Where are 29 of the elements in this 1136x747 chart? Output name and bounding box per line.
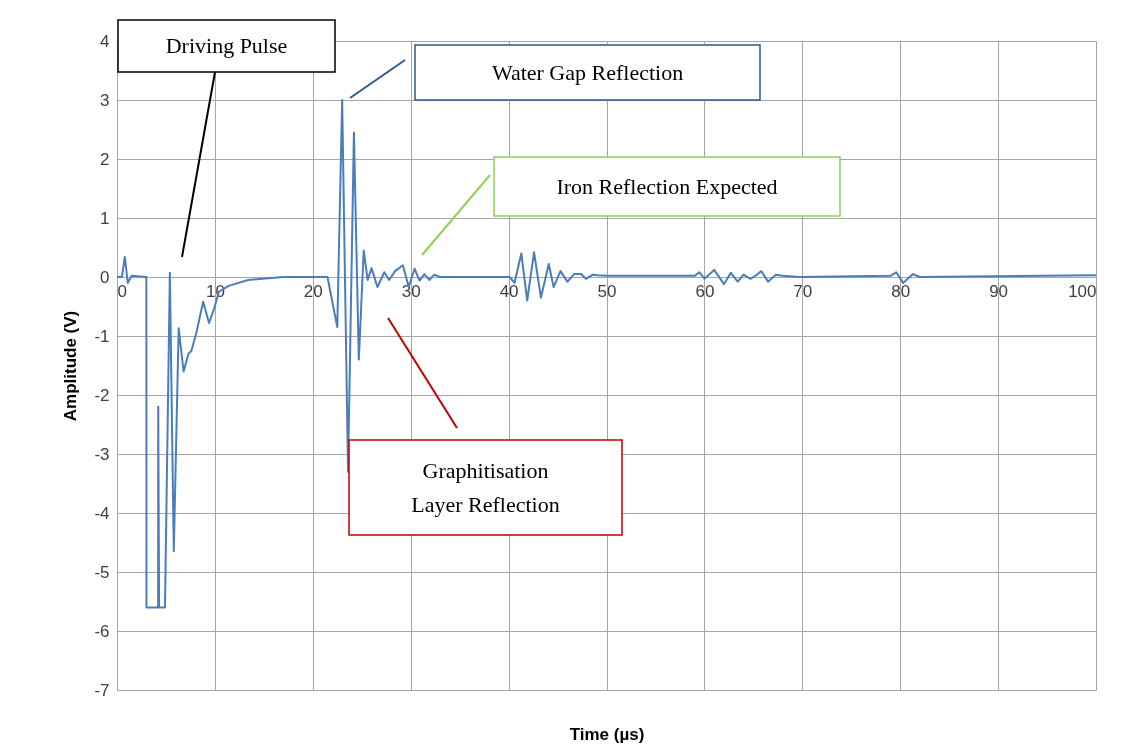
y-tick-label: 3 [100,90,110,110]
y-tick-label: -7 [94,680,110,700]
x-tick-label: 70 [793,281,813,301]
x-tick-label: 60 [695,281,715,301]
annotation: Driving Pulse [165,33,288,58]
y-tick-label: -1 [94,326,110,346]
y-tick-label: 1 [100,208,110,228]
annotation: Iron Reflection Expected [556,173,778,199]
x-tick-label: 0 [117,281,127,301]
y-tick-label: -6 [94,621,110,641]
x-tick-label: 80 [891,281,911,301]
line-series [117,99,1096,609]
x-tick-label: 30 [401,281,421,301]
annotation: Graphitisation Layer Reflection [411,457,560,517]
y-axis-title: Amplitude (V) [61,310,81,422]
y-tick-label: -4 [94,503,110,523]
x-tick-label: 40 [499,281,519,301]
y-tick-label: 0 [100,267,110,287]
x-tick-label: 50 [597,281,617,301]
x-tick-label: 90 [989,281,1009,301]
annotation: Water Gap Reflection [491,59,684,85]
x-tick-label: 20 [303,281,323,301]
y-tick-label: 2 [100,149,110,169]
x-axis-title: Time (µs) [569,724,645,744]
y-tick-label: -2 [94,385,110,405]
x-tick-label: 100 [1068,281,1097,301]
y-tick-label: -3 [94,444,110,464]
y-tick-label: -5 [94,562,110,582]
y-tick-label: 4 [100,31,110,51]
